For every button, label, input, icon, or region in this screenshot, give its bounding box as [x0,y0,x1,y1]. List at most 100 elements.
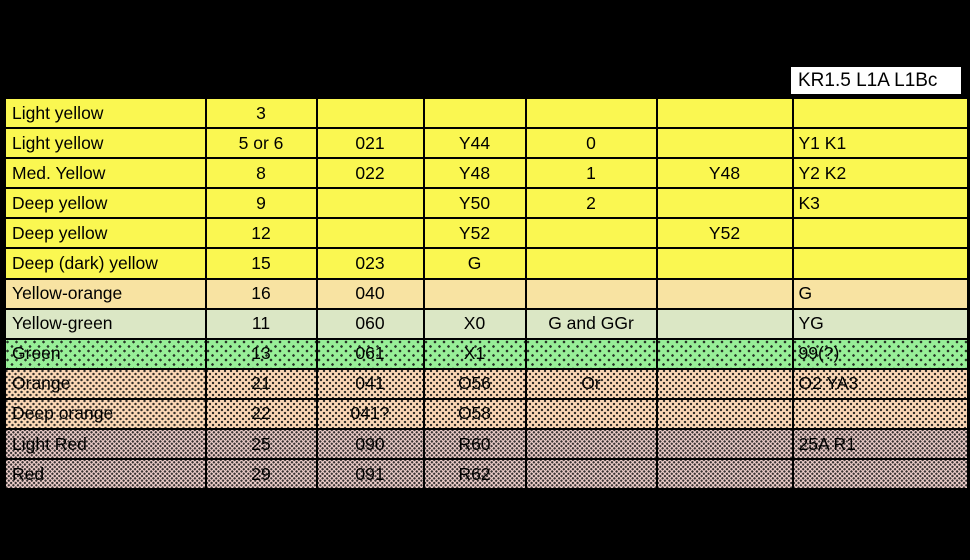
table-cell [524,337,658,370]
table-cell: 0 [524,127,658,160]
table-cell [655,96,794,130]
table-cell: Deep yellow [3,217,207,250]
table-cell: G [791,277,970,310]
table-cell: R60 [422,428,527,461]
table-cell: 13 [204,337,318,370]
table-cell: Yellow-orange [3,277,207,310]
table-cell [315,217,425,250]
table-cell [655,397,794,431]
table-row: Yellow-orange 16 040 G [3,277,970,310]
table-cell: G and GGr [524,307,658,340]
table-cell [315,96,425,130]
table-cell: Or [524,367,658,400]
table-cell [422,96,527,130]
table-cell: 023 [315,247,425,280]
table-cell: 99(?) [791,337,970,370]
table-cell [791,247,970,280]
table-cell: Deep yellow [3,187,207,220]
table-cell: 9 [204,187,318,220]
table-row: Light Red 25 090 R60 25A R1 [3,428,970,461]
table-cell: R62 [422,458,527,491]
table-cell [524,96,658,130]
table-cell: X1 [422,337,527,370]
table-cell [791,458,970,491]
table-cell: Light yellow [3,96,207,130]
table-cell [524,428,658,461]
table-cell: Y52 [422,217,527,250]
table-cell: 16 [204,277,318,310]
table-cell: Y2 K2 [791,157,970,190]
table-cell [524,397,658,431]
table-cell [655,277,794,310]
table-cell: 22 [204,397,318,431]
table-cell [422,277,527,310]
table-cell [524,247,658,280]
table-cell [524,277,658,310]
table-cell: Y48 [422,157,527,190]
table-cell: YG [791,307,970,340]
table-cell: 060 [315,307,425,340]
table-cell: G [422,247,527,280]
table-cell: 3 [204,96,318,130]
table-cell: 041 [315,367,425,400]
table-cell: 091 [315,458,425,491]
table-row: Deep orange 22 041? O58 [3,397,970,431]
table-cell: 1 [524,157,658,190]
table-cell: 021 [315,127,425,160]
table-cell: Light Red [3,428,207,461]
table-cell: 090 [315,428,425,461]
table-cell [655,187,794,220]
table-cell: Green [3,337,207,370]
table-row: Light yellow 3 [3,96,970,130]
table-cell [655,307,794,340]
table-row: Light yellow 5 or 6 021 Y44 0 Y1 K1 [3,127,970,160]
table-cell: 12 [204,217,318,250]
table-cell: Orange [3,367,207,400]
color-comparison-table: Light yellow 3 Light yellow 5 or 6 021 Y44 0 Y1… [3,96,970,492]
note-box: KR1.5 L1A L1Bc [789,65,963,96]
table-row: Deep yellow 12 Y52 Y52 [3,217,970,250]
table-cell [791,96,970,130]
table-cell: 11 [204,307,318,340]
table-cell: O58 [422,397,527,431]
table-cell: 25A R1 [791,428,970,461]
table-cell: 29 [204,458,318,491]
table-cell [655,458,794,491]
table-cell [655,247,794,280]
table-cell [655,367,794,400]
table-cell [791,217,970,250]
table-cell: Y50 [422,187,527,220]
table-cell [524,217,658,250]
table-cell: Deep (dark) yellow [3,247,207,280]
table-cell: K3 [791,187,970,220]
table-cell: 040 [315,277,425,310]
table-cell: Y48 [655,157,794,190]
table-cell [315,187,425,220]
table-cell: Deep orange [3,397,207,431]
table-cell: 061 [315,337,425,370]
table-cell [655,127,794,160]
table-cell: O56 [422,367,527,400]
table-row: Deep yellow 9 Y50 2 K3 [3,187,970,220]
table-cell: Light yellow [3,127,207,160]
table-cell: Y44 [422,127,527,160]
table-cell [791,397,970,431]
table-cell: Yellow-green [3,307,207,340]
table-cell: 022 [315,157,425,190]
table-cell: Y52 [655,217,794,250]
table-cell: 2 [524,187,658,220]
table-cell: Y1 K1 [791,127,970,160]
table-cell: 8 [204,157,318,190]
table-row: Red 29 091 R62 [3,458,970,491]
table-row: Yellow-green 11 060 X0 G and GGr YG [3,307,970,340]
table-row: Med. Yellow 8 022 Y48 1 Y48 Y2 K2 [3,157,970,190]
table-cell: 15 [204,247,318,280]
table-cell: 041? [315,397,425,431]
table-cell: Med. Yellow [3,157,207,190]
table-cell [655,428,794,461]
table-cell: 5 or 6 [204,127,318,160]
table-cell: Red [3,458,207,491]
table-row: Deep (dark) yellow 15 023 G [3,247,970,280]
table-row: Green 13 061 X1 99(?) [3,337,970,370]
table-cell: 21 [204,367,318,400]
